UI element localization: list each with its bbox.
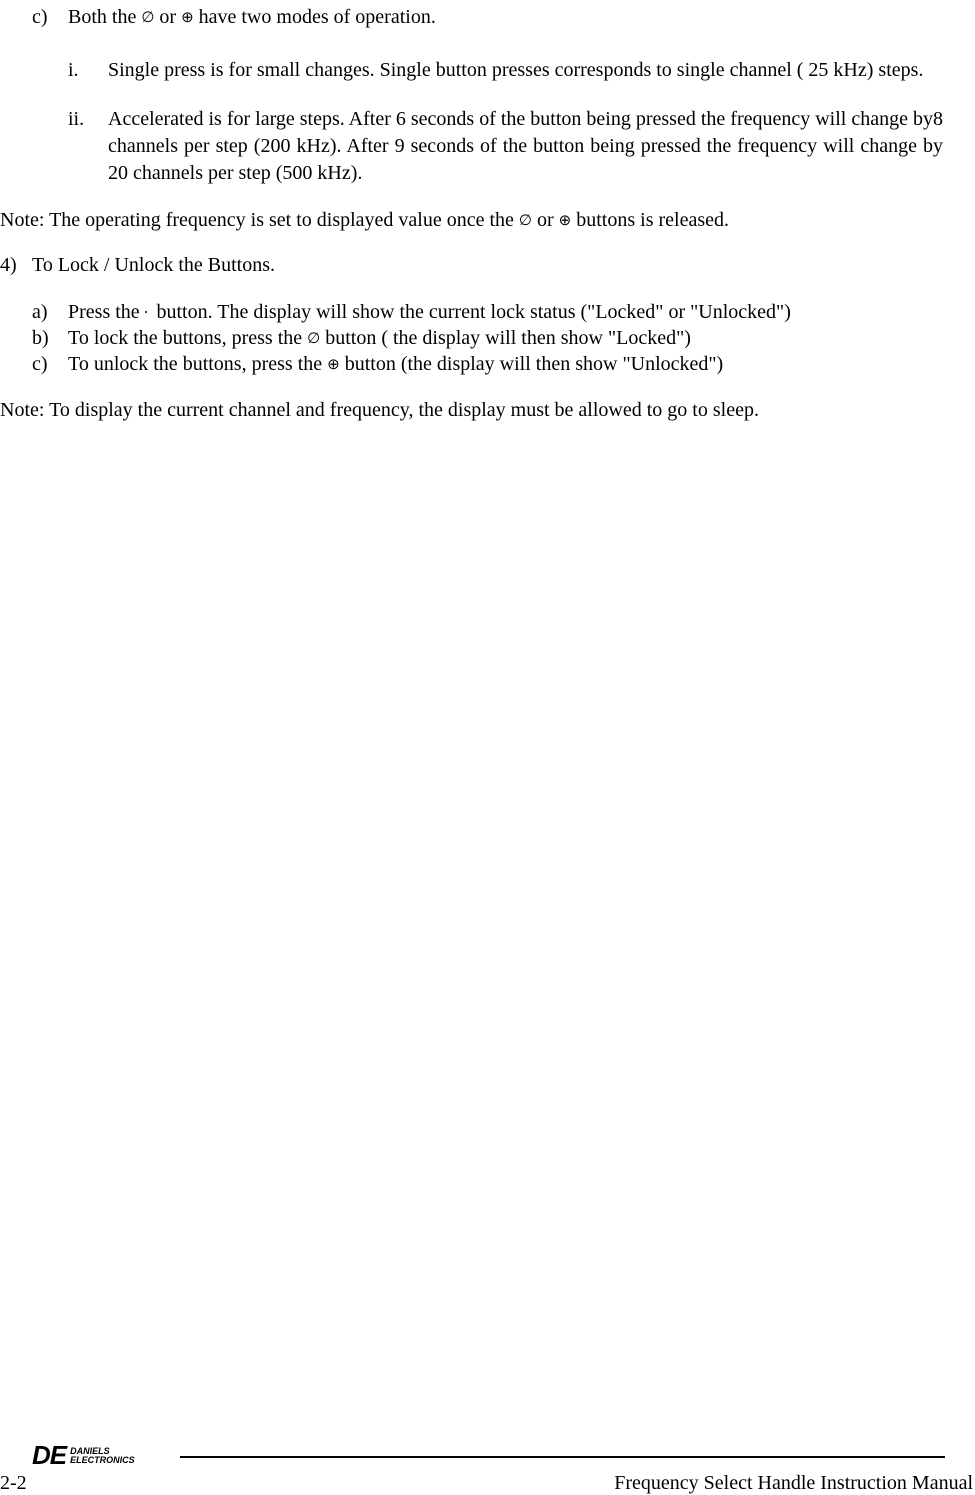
logo-text: DANIELS ELECTRONICS	[70, 1447, 135, 1465]
marker-c: c)	[32, 6, 68, 29]
page-body: c) Both the ∅ or ⊕ have two modes of ope…	[0, 0, 943, 422]
item-4-text: To Lock / Unlock the Buttons.	[32, 254, 275, 277]
text-fragment: button ( the display will then show "Loc…	[320, 327, 691, 349]
text-fragment: buttons is released.	[571, 209, 729, 231]
marker-4: 4)	[0, 254, 32, 277]
text-fragment: have two modes of operation.	[194, 6, 436, 28]
list-item-4: 4) To Lock / Unlock the Buttons.	[0, 254, 943, 277]
text-fragment: Both the	[68, 6, 141, 28]
alpha-item-c2: c) To unlock the buttons, press the ⊕ bu…	[32, 351, 943, 377]
up-symbol-icon: ∅	[307, 330, 320, 347]
text-fragment: Press the	[68, 301, 145, 323]
alpha-a-body: Press the • button. The display will sho…	[68, 299, 943, 325]
text-fragment: To unlock the buttons, press the	[68, 353, 327, 375]
alpha-b-body: To lock the buttons, press the ∅ button …	[68, 325, 943, 351]
roman-i: i.	[68, 57, 108, 84]
text-fragment: button. The display will show the curren…	[151, 301, 790, 323]
logo-de: DE	[32, 1440, 66, 1471]
sub-i-body: Single press is for small changes. Singl…	[108, 57, 943, 84]
marker-b: b)	[32, 325, 68, 351]
down-symbol-icon: ⊕	[181, 9, 194, 26]
down-symbol-icon: ⊕	[559, 212, 572, 229]
sub-item-ii: ii. Accelerated is for large steps. Afte…	[68, 106, 943, 187]
marker-c2: c)	[32, 351, 68, 377]
footer-row: 2-2 Frequency Select Handle Instruction …	[0, 1472, 975, 1495]
up-symbol-icon: ∅	[519, 212, 532, 229]
text-fragment: To lock the buttons, press the	[68, 327, 307, 349]
footer-rule	[180, 1456, 945, 1458]
text-fragment: Note: The operating frequency is set to …	[0, 209, 519, 231]
sub-item-i: i. Single press is for small changes. Si…	[68, 57, 943, 84]
roman-ii: ii.	[68, 106, 108, 187]
logo-line2: ELECTRONICS	[70, 1456, 135, 1465]
item-c-text: Both the ∅ or ⊕ have two modes of operat…	[68, 6, 943, 29]
sub-ii-body: Accelerated is for large steps. After 6 …	[108, 106, 943, 187]
alpha-c-body: To unlock the buttons, press the ⊕ butto…	[68, 351, 943, 377]
note-2: Note: To display the current channel and…	[0, 399, 943, 422]
text-fragment: or	[154, 6, 181, 28]
alpha-list: a) Press the • button. The display will …	[32, 299, 943, 377]
alpha-item-b: b) To lock the buttons, press the ∅ butt…	[32, 325, 943, 351]
manual-title: Frequency Select Handle Instruction Manu…	[614, 1472, 973, 1495]
text-fragment: or	[532, 209, 559, 231]
page-number: 2-2	[0, 1472, 27, 1495]
down-symbol-icon: ⊕	[327, 356, 340, 373]
logo-line1: DANIELS	[70, 1447, 135, 1456]
text-fragment: button (the display will then show "Unlo…	[340, 353, 724, 375]
note-1: Note: The operating frequency is set to …	[0, 209, 943, 232]
list-item-c: c) Both the ∅ or ⊕ have two modes of ope…	[32, 6, 943, 29]
up-symbol-icon: ∅	[141, 9, 154, 26]
logo-block: DE DANIELS ELECTRONICS	[32, 1440, 141, 1471]
sub-list: i. Single press is for small changes. Si…	[68, 57, 943, 187]
marker-a: a)	[32, 299, 68, 325]
alpha-item-a: a) Press the • button. The display will …	[32, 299, 943, 325]
